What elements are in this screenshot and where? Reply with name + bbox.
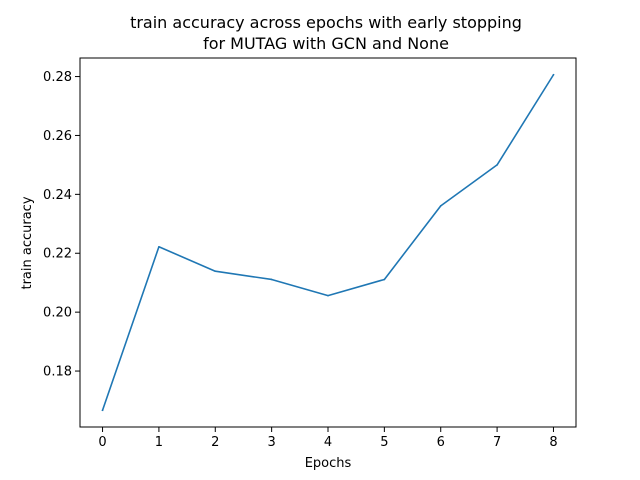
y-tick-label-4: 0.26 (43, 129, 72, 144)
y-tick-label-5: 0.28 (43, 70, 72, 85)
x-tick-label-4: 4 (324, 435, 332, 450)
x-tick-label-7: 7 (493, 435, 501, 450)
data-point-1 (158, 245, 160, 248)
y-tick-label-1: 0.20 (43, 306, 72, 321)
x-axis-label: Epochs (305, 456, 352, 471)
x-tick-label-8: 8 (549, 435, 557, 450)
y-tick-label-0: 0.18 (43, 365, 72, 380)
data-point-2 (214, 270, 217, 273)
data-point-5 (383, 278, 386, 281)
x-tick-label-3: 3 (267, 435, 275, 450)
data-point-3 (270, 278, 273, 281)
x-tick-label-1: 1 (155, 435, 163, 450)
x-tick-label-2: 2 (211, 435, 219, 450)
x-tick-label-0: 0 (98, 435, 106, 450)
y-axis-label: train accuracy (20, 196, 35, 289)
data-point-6 (439, 205, 442, 207)
chart-title-line-1: train accuracy across epochs with early … (130, 13, 522, 32)
y-tick-label-3: 0.24 (43, 188, 72, 203)
x-tick-label-5: 5 (380, 435, 388, 450)
data-point-0 (101, 409, 104, 412)
data-point-7 (496, 164, 498, 166)
data-point-4 (327, 294, 329, 297)
y-tick-label-2: 0.22 (43, 247, 72, 262)
x-tick-label-6: 6 (437, 435, 445, 450)
plot-area: 0 1 2 3 4 5 6 7 8 0.18 0.20 0.22 0.24 0.26 0.28 (43, 57, 577, 450)
chart-title-line-2: for MUTAG with GCN and None (203, 34, 449, 53)
data-point-8 (552, 73, 555, 76)
